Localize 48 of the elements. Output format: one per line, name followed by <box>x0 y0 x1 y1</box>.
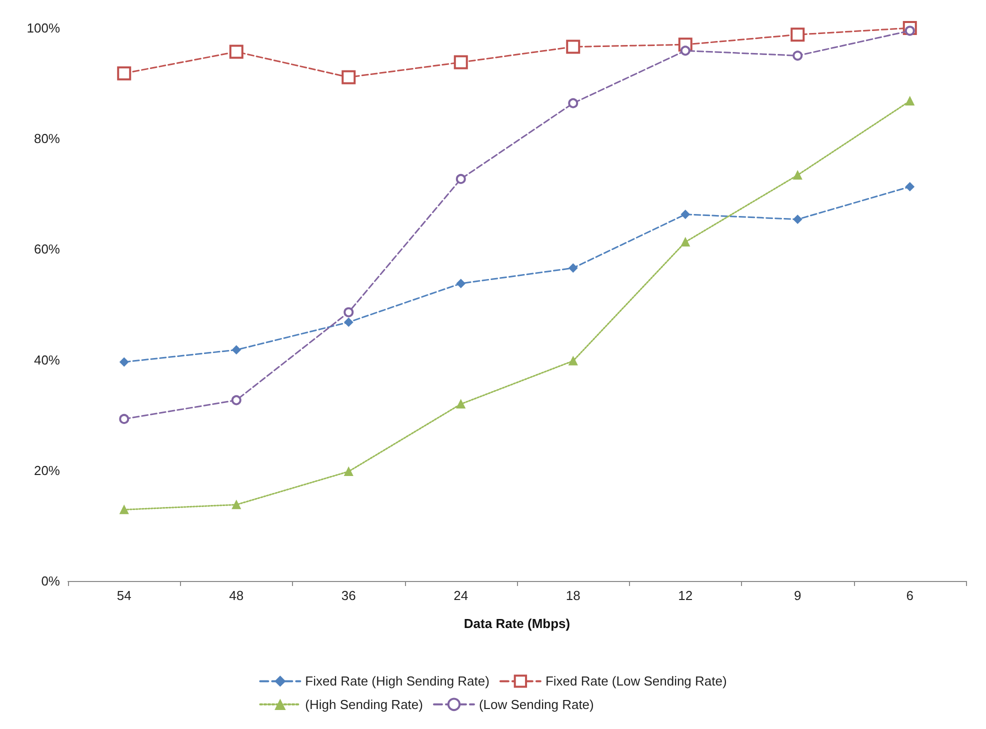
x-tick-label: 54 <box>116 588 132 603</box>
point <box>232 500 241 510</box>
point <box>568 264 578 272</box>
legend-label: Fixed Rate (High Sending Rate) <box>305 674 490 689</box>
point <box>344 318 354 327</box>
point <box>456 400 466 409</box>
point <box>229 44 244 59</box>
point <box>232 345 241 354</box>
point <box>790 28 805 42</box>
legend-label: (Low Sending Rate) <box>478 696 594 712</box>
point <box>905 96 914 106</box>
legend-label: Fixed Rate (Low Sending Rate) <box>545 674 727 689</box>
point <box>566 40 580 54</box>
point <box>680 46 690 56</box>
x-tick-label: 24 <box>454 588 468 603</box>
y-tick-label: 0% <box>41 574 60 588</box>
x-tick-label: 18 <box>566 588 580 603</box>
x-tick-label: 9 <box>794 588 802 603</box>
y-tick-label: 40% <box>34 352 60 368</box>
point <box>456 278 466 288</box>
x-tick-label: 36 <box>341 588 356 603</box>
point <box>905 182 914 192</box>
point <box>680 210 690 219</box>
point <box>456 174 466 184</box>
x-axis-title: Data Rate (Mbps) <box>464 616 570 631</box>
point <box>231 395 242 406</box>
y-tick-label: 20% <box>34 462 60 478</box>
point <box>568 356 578 366</box>
point <box>792 50 803 61</box>
point <box>793 170 802 180</box>
x-tick-label: 12 <box>678 588 693 603</box>
point <box>117 66 132 80</box>
y-tick-label: 60% <box>34 242 60 257</box>
x-tick-label: 6 <box>906 588 914 603</box>
point <box>344 467 354 476</box>
x-tick-label: 48 <box>229 588 244 603</box>
point <box>680 238 690 247</box>
legend-label: (High Sending Rate) <box>305 696 423 712</box>
point <box>342 70 356 84</box>
point <box>120 358 129 367</box>
point <box>793 214 802 224</box>
point <box>454 55 468 70</box>
y-tick-label: 80% <box>34 131 60 146</box>
point <box>568 98 578 108</box>
point <box>119 414 130 424</box>
y-tick-label: 100% <box>26 20 60 36</box>
point <box>120 505 129 514</box>
point <box>344 307 354 318</box>
